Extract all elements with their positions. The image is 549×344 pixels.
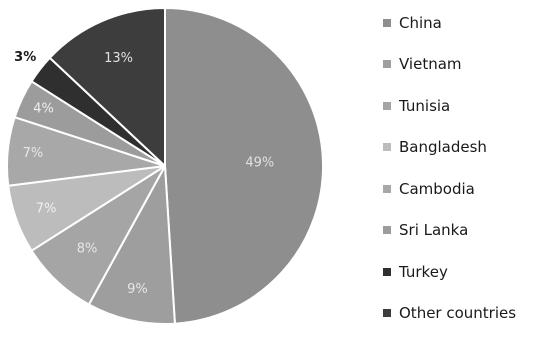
legend-item-turkey: Turkey	[383, 261, 549, 282]
data-label-sri-lanka: 4%	[33, 101, 54, 116]
legend-item-china: China	[383, 12, 549, 33]
legend-item-bangladesh: Bangladesh	[383, 137, 549, 158]
pie-chart: 49% 9% 8% 7% 7% 4% 3% 13% China Vietnam Tunisia Ba…	[6, 6, 516, 326]
legend-swatch	[383, 184, 391, 193]
legend-item-sri-lanka: Sri Lanka	[383, 220, 549, 241]
legend-item-tunisia: Tunisia	[383, 95, 549, 116]
pie-slice-vietnam	[87, 162, 176, 326]
pie-slice-other-countries	[48, 6, 166, 169]
legend-label: Other countries	[399, 304, 517, 322]
legend-swatch	[383, 101, 391, 110]
pie-slice-labels: 49% 9% 8% 7% 7% 4% 3% 13%	[14, 50, 274, 297]
data-label-vietnam: 9%	[127, 282, 148, 297]
legend-label: Turkey	[399, 262, 448, 281]
data-label-cambodia: 7%	[23, 146, 44, 161]
pie-slice-china	[164, 6, 325, 325]
legend-swatch	[383, 143, 391, 151]
legend-swatch	[383, 309, 391, 317]
data-label-other-countries: 13%	[104, 51, 133, 66]
pie-slices	[6, 6, 325, 326]
legend-label: Sri Lanka	[399, 221, 469, 239]
legend-label: Cambodia	[399, 179, 475, 198]
chart-legend: China Vietnam Tunisia Bangladesh Cambodia Sri…	[383, 12, 549, 344]
legend-item-vietnam: Vietnam	[383, 54, 549, 75]
legend-swatch	[383, 18, 391, 27]
data-label-tunisia: 8%	[77, 241, 98, 256]
legend-item-cambodia: Cambodia	[383, 178, 549, 199]
legend-label: Tunisia	[399, 96, 451, 115]
data-label-bangladesh: 7%	[36, 201, 57, 216]
legend-swatch	[383, 60, 391, 68]
legend-swatch	[383, 226, 391, 234]
legend-swatch	[383, 267, 391, 276]
legend-label: China	[399, 13, 442, 32]
pie-chart-svg: 49% 9% 8% 7% 7% 4% 3% 13%	[6, 6, 325, 326]
data-label-china: 49%	[245, 156, 274, 171]
legend-label: Bangladesh	[399, 138, 487, 156]
legend-label: Vietnam	[399, 55, 462, 73]
legend-item-other-countries: Other countries	[383, 303, 549, 324]
data-label-turkey: 3%	[14, 50, 36, 65]
